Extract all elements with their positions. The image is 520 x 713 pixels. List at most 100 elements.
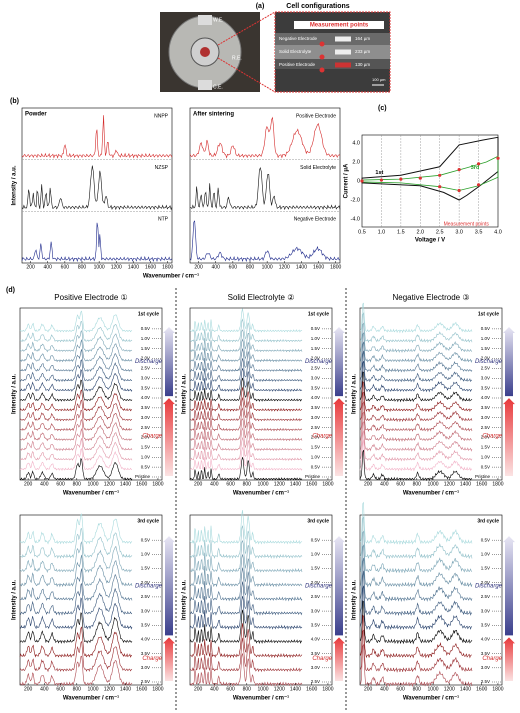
spectrum bbox=[359, 400, 473, 432]
spectrum bbox=[359, 614, 472, 659]
discharge-arrow bbox=[333, 326, 345, 397]
voltage-label: 3.0V bbox=[481, 608, 490, 613]
terminal bbox=[198, 80, 212, 90]
spectrum bbox=[19, 568, 133, 602]
x-tick-label: 1.5 bbox=[397, 229, 405, 235]
photo-label: R.E. bbox=[232, 55, 242, 61]
cycle-label: 1st cycle bbox=[138, 311, 159, 317]
voltage-label: 1.5V bbox=[311, 566, 320, 571]
spectrum bbox=[359, 332, 473, 363]
spectrum bbox=[359, 350, 473, 383]
spectrum bbox=[359, 516, 473, 560]
voltage-label: 2.5V bbox=[141, 679, 150, 684]
discharge-arrow bbox=[503, 326, 515, 397]
voltage-label: Pristine bbox=[135, 474, 151, 479]
trace-label: NTP bbox=[158, 217, 169, 223]
arrow-label: Charge bbox=[482, 656, 502, 662]
spectrum bbox=[19, 310, 133, 333]
x-tick-label: 400 bbox=[40, 481, 49, 487]
x-tick-label: 1200 bbox=[274, 686, 285, 692]
voltage-label: 4.0V bbox=[481, 637, 490, 642]
x-tick-label: 600 bbox=[226, 481, 235, 487]
legend-box bbox=[294, 21, 384, 29]
voltage-label: Pristine bbox=[305, 474, 321, 479]
x-axis-label: Wavenumber / cm⁻¹ bbox=[233, 490, 289, 497]
layer-thickness: 164 µm bbox=[355, 36, 370, 41]
x-tick-label: 2.0 bbox=[416, 229, 424, 235]
charge-arrow bbox=[333, 637, 345, 681]
x-tick-label: 600 bbox=[56, 686, 65, 692]
spectrum bbox=[359, 570, 473, 617]
x-axis-label: Voltage / V bbox=[415, 238, 445, 244]
voltage-label: 2.0V bbox=[141, 356, 150, 361]
voltage-label: 1.0V bbox=[481, 552, 490, 557]
voltage-label: 3.5V bbox=[311, 622, 320, 627]
arrow-label: Discharge bbox=[135, 583, 163, 589]
layer-name: Negative Electrode bbox=[279, 36, 318, 41]
x-tick-label: 1200 bbox=[279, 264, 290, 270]
marker bbox=[335, 36, 351, 42]
arrow-label: Discharge bbox=[305, 583, 333, 589]
y-tick-label: 4.0 bbox=[352, 140, 360, 146]
x-tick-label: 1400 bbox=[290, 481, 301, 487]
voltage-label: 3.0V bbox=[481, 375, 490, 380]
spectrum bbox=[19, 369, 133, 392]
panel-label: (b) bbox=[10, 98, 19, 105]
voltage-label: 2.0V bbox=[311, 356, 320, 361]
voltage-label: 3.0V bbox=[311, 608, 320, 613]
spectrum bbox=[19, 597, 133, 630]
y-tick-label: 2.0 bbox=[352, 159, 360, 165]
photo-label: C.E. bbox=[213, 84, 223, 90]
voltage-label: 4.0V bbox=[311, 395, 320, 400]
x-tick-label: 1.0 bbox=[378, 229, 386, 235]
measurement-point bbox=[399, 177, 403, 181]
plot-title: After sintering bbox=[193, 112, 234, 118]
voltage-label: 3.5V bbox=[481, 651, 490, 656]
voltage-label: 3.5V bbox=[311, 405, 320, 410]
spectrum bbox=[189, 418, 303, 442]
spectrum bbox=[189, 377, 303, 402]
x-tick-label: 800 bbox=[73, 686, 82, 692]
arrow-label: Charge bbox=[142, 656, 162, 662]
x-tick-label: 600 bbox=[226, 686, 235, 692]
layer bbox=[275, 33, 390, 45]
x-tick-label: 800 bbox=[413, 686, 422, 692]
voltage-label: 1.0V bbox=[311, 552, 320, 557]
plot-frame bbox=[359, 307, 503, 481]
voltage-label: 3.0V bbox=[141, 608, 150, 613]
plot-frame bbox=[189, 307, 333, 481]
arrow-label: Charge bbox=[482, 434, 502, 440]
spectrum bbox=[189, 447, 303, 471]
measurement-point bbox=[438, 173, 442, 177]
voltage-label: 2.5V bbox=[141, 594, 150, 599]
voltage-label: 3.0V bbox=[311, 375, 320, 380]
spectrum bbox=[189, 457, 303, 481]
spectrum bbox=[189, 397, 303, 422]
voltage-label: 2.5V bbox=[481, 425, 490, 430]
x-tick-label: 1200 bbox=[111, 264, 122, 270]
spectrum bbox=[19, 399, 133, 422]
point bbox=[319, 41, 325, 47]
spectrum bbox=[21, 115, 173, 159]
x-tick-label: 1800 bbox=[330, 264, 341, 270]
arrow-label: Discharge bbox=[135, 359, 163, 365]
spectrum bbox=[359, 311, 473, 344]
spectrum bbox=[189, 116, 341, 159]
x-tick-label: 200 bbox=[26, 264, 35, 270]
spectrum bbox=[189, 637, 303, 673]
spectrum bbox=[21, 165, 173, 211]
x-tick-label: 1600 bbox=[476, 686, 487, 692]
x-tick-label: 1800 bbox=[152, 481, 163, 487]
annotation: 3rd bbox=[471, 165, 480, 171]
x-tick-label: 2.5 bbox=[436, 229, 444, 235]
photo-label: W.E. bbox=[213, 17, 224, 23]
y-tick-label: -4.0 bbox=[351, 216, 360, 222]
voltage-label: 2.0V bbox=[481, 580, 490, 585]
x-tick-label: 1600 bbox=[306, 686, 317, 692]
voltage-label: 1.0V bbox=[481, 336, 490, 341]
charge-arrow bbox=[503, 637, 515, 681]
x-tick-label: 200 bbox=[364, 481, 373, 487]
voltage-label: 0.5V bbox=[141, 537, 150, 542]
x-tick-label: 3.5 bbox=[475, 229, 483, 235]
